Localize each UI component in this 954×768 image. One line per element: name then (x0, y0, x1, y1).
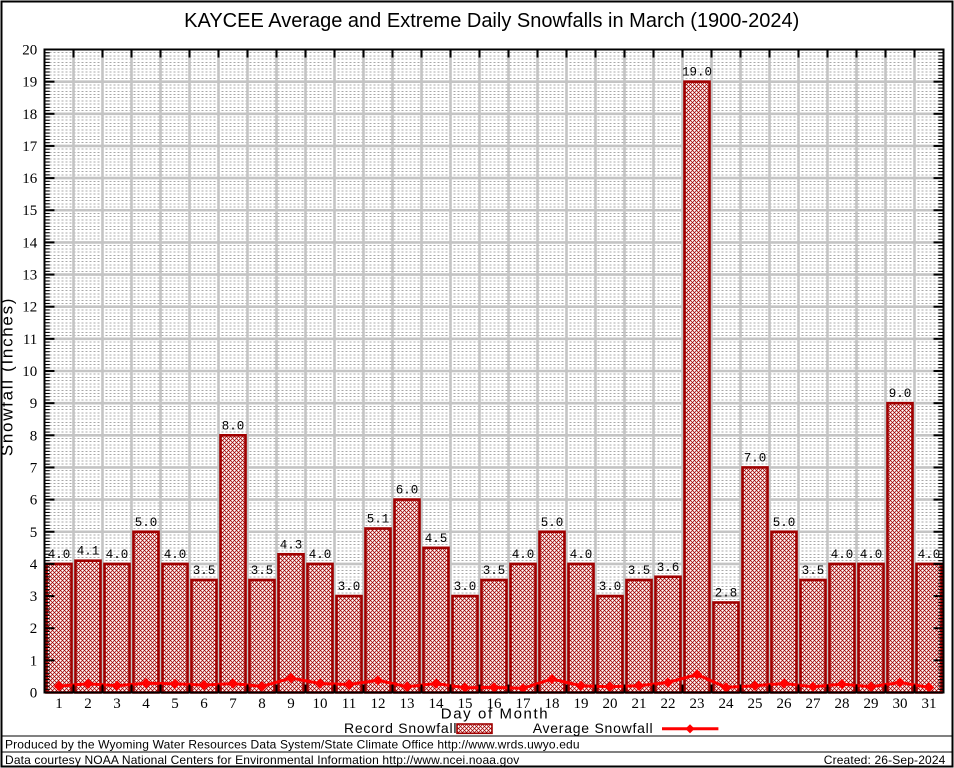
svg-text:4.0: 4.0 (570, 548, 593, 562)
svg-text:21: 21 (632, 696, 647, 712)
svg-text:26: 26 (777, 696, 793, 712)
svg-text:4.0: 4.0 (918, 548, 941, 562)
svg-text:3.0: 3.0 (454, 580, 477, 594)
svg-text:3.5: 3.5 (628, 564, 651, 578)
svg-text:4.0: 4.0 (860, 548, 883, 562)
svg-text:Snowfall (Inches): Snowfall (Inches) (0, 297, 17, 456)
svg-text:Produced by the Wyoming Water: Produced by the Wyoming Water Resources … (5, 738, 580, 752)
svg-text:5.0: 5.0 (135, 516, 158, 530)
svg-text:12: 12 (22, 300, 37, 316)
svg-text:3.5: 3.5 (193, 564, 216, 578)
svg-text:Record Snowfall: Record Snowfall (344, 720, 457, 736)
svg-text:1: 1 (55, 696, 63, 712)
svg-text:29: 29 (864, 696, 879, 712)
svg-text:7: 7 (30, 461, 38, 477)
svg-text:27: 27 (806, 696, 822, 712)
svg-text:16: 16 (487, 696, 503, 712)
svg-text:28: 28 (835, 696, 850, 712)
svg-text:15: 15 (458, 696, 473, 712)
svg-text:10: 10 (313, 696, 328, 712)
svg-text:19: 19 (22, 75, 37, 91)
svg-text:10: 10 (22, 364, 37, 380)
svg-text:Day of Month: Day of Month (441, 706, 549, 723)
svg-text:5.0: 5.0 (541, 516, 564, 530)
svg-text:31: 31 (922, 696, 937, 712)
svg-text:5: 5 (30, 525, 38, 541)
svg-text:8.0: 8.0 (222, 419, 245, 433)
svg-text:3.5: 3.5 (251, 564, 274, 578)
svg-text:25: 25 (748, 696, 763, 712)
svg-text:4: 4 (30, 557, 38, 573)
svg-text:5.1: 5.1 (367, 513, 390, 527)
svg-text:8: 8 (30, 428, 38, 444)
svg-text:0: 0 (30, 686, 38, 702)
svg-text:14: 14 (22, 235, 38, 251)
svg-text:11: 11 (342, 696, 356, 712)
svg-text:3: 3 (30, 589, 38, 605)
svg-text:5: 5 (171, 696, 179, 712)
svg-text:4.3: 4.3 (280, 538, 303, 552)
svg-text:3.5: 3.5 (802, 564, 825, 578)
svg-text:15: 15 (22, 203, 37, 219)
svg-text:4.0: 4.0 (512, 548, 535, 562)
svg-text:19.0: 19.0 (682, 66, 712, 80)
svg-text:3.6: 3.6 (657, 561, 680, 575)
svg-text:4.5: 4.5 (425, 532, 448, 546)
svg-text:17: 17 (22, 139, 38, 155)
svg-text:2.8: 2.8 (715, 587, 738, 601)
svg-text:3.0: 3.0 (338, 580, 361, 594)
svg-text:6: 6 (30, 493, 38, 509)
svg-text:11: 11 (23, 332, 37, 348)
svg-text:24: 24 (719, 696, 735, 712)
svg-text:9: 9 (30, 396, 38, 412)
svg-text:14: 14 (429, 696, 445, 712)
svg-text:6.0: 6.0 (396, 484, 419, 498)
svg-text:7: 7 (229, 696, 237, 712)
svg-text:19: 19 (574, 696, 589, 712)
svg-text:18: 18 (22, 107, 37, 123)
svg-text:8: 8 (258, 696, 266, 712)
svg-text:7.0: 7.0 (744, 452, 767, 466)
svg-text:4.0: 4.0 (309, 548, 332, 562)
svg-text:18: 18 (545, 696, 560, 712)
svg-text:9.0: 9.0 (889, 387, 912, 401)
svg-text:17: 17 (516, 696, 532, 712)
svg-text:4.0: 4.0 (106, 548, 129, 562)
svg-text:3.0: 3.0 (599, 580, 622, 594)
svg-text:30: 30 (893, 696, 908, 712)
svg-text:2: 2 (30, 621, 38, 637)
svg-text:13: 13 (400, 696, 415, 712)
svg-text:16: 16 (22, 171, 38, 187)
svg-text:4.0: 4.0 (164, 548, 187, 562)
svg-text:6: 6 (200, 696, 208, 712)
svg-text:4: 4 (142, 696, 150, 712)
svg-text:13: 13 (22, 268, 37, 284)
svg-text:4.0: 4.0 (831, 548, 854, 562)
svg-text:Average Snowfall: Average Snowfall (533, 720, 654, 736)
svg-text:23: 23 (690, 696, 705, 712)
svg-text:20: 20 (603, 696, 618, 712)
svg-text:Created: 26-Sep-2024: Created: 26-Sep-2024 (824, 753, 946, 767)
svg-text:KAYCEE Average and Extreme Dai: KAYCEE Average and Extreme Daily Snowfal… (184, 10, 799, 32)
svg-text:5.0: 5.0 (773, 516, 796, 530)
svg-text:3: 3 (113, 696, 121, 712)
svg-text:9: 9 (287, 696, 295, 712)
svg-text:3.5: 3.5 (483, 564, 506, 578)
svg-text:4.0: 4.0 (48, 548, 71, 562)
svg-text:2: 2 (84, 696, 92, 712)
svg-text:12: 12 (371, 696, 386, 712)
svg-text:20: 20 (22, 43, 37, 59)
svg-text:22: 22 (661, 696, 676, 712)
svg-text:1: 1 (30, 653, 38, 669)
svg-text:Data courtesy NOAA National Ce: Data courtesy NOAA National Centers for … (5, 753, 519, 767)
svg-text:4.1: 4.1 (77, 545, 100, 559)
